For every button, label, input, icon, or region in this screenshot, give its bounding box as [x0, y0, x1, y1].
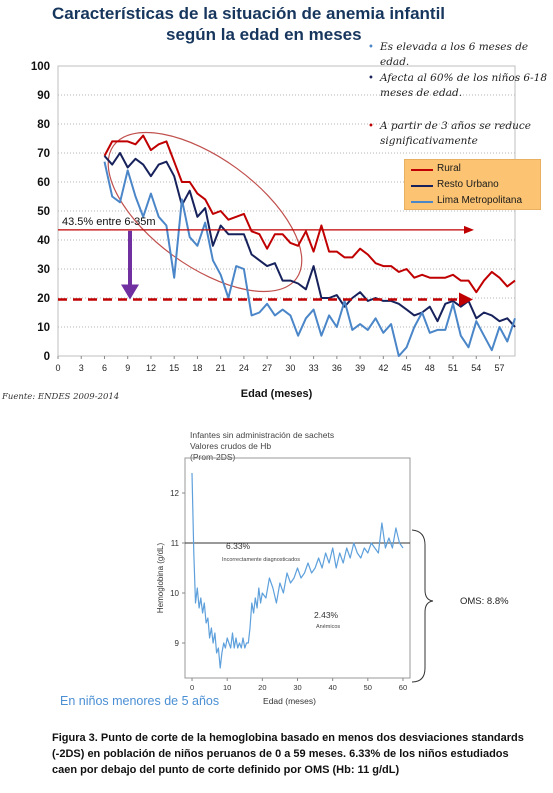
hb-x-tick-label: 10: [223, 683, 231, 692]
bullet-note-3: • A partir de 3 años se reduce significa…: [366, 119, 553, 149]
series-line-rural: [103, 134, 516, 294]
blue-note: En niños menores de 5 años: [60, 694, 220, 708]
legend-swatch-resto-urbano: [411, 185, 433, 187]
hb-y-tick-label: 11: [171, 539, 180, 548]
y-tick-label: 10: [37, 322, 50, 334]
hb-y-tick-label: 9: [175, 639, 180, 648]
hb-chart-header: Infantes sin administración de sachets V…: [190, 430, 334, 463]
legend-item-rural: Rural: [411, 162, 541, 176]
anemia-age-panel: Características de la situación de anemi…: [2, 4, 553, 402]
legend-label-lima: Lima Metropolitana: [437, 195, 523, 206]
oms-bracket-label: OMS: 8.8%: [460, 596, 509, 607]
x-tick-label: 30: [285, 363, 295, 373]
legend-item-lima: Lima Metropolitana: [411, 194, 541, 208]
annotation-2-43-sub: Anémicos: [316, 624, 340, 630]
bullet-dot-icon: •: [368, 42, 374, 53]
x-tick-label: 15: [169, 363, 179, 373]
hb-x-tick-label: 20: [258, 683, 266, 692]
legend-label-resto-urbano: Resto Urbano: [437, 179, 499, 190]
hb-x-tick-label: 40: [328, 683, 336, 692]
x-tick-label: 39: [355, 363, 365, 373]
x-tick-label: 54: [471, 363, 481, 373]
arrowhead-icon: [459, 292, 473, 307]
bullet-note-2: • Afecta al 60% de los niños 6-18 meses …: [366, 71, 553, 117]
x-tick-label: 0: [55, 363, 60, 373]
bullet-text-2: Afecta al 60% de los niños 6-18 meses de…: [380, 72, 548, 99]
y-tick-label: 30: [37, 264, 50, 276]
y-tick-label: 20: [37, 293, 50, 305]
hb-series-line: [191, 472, 404, 669]
x-tick-label: 45: [402, 363, 412, 373]
y-tick-label: 60: [37, 177, 50, 189]
x-tick-label: 27: [262, 363, 272, 373]
legend-swatch-rural: [411, 169, 433, 171]
hb-header-line-3: (Prom-2DS): [190, 452, 236, 462]
x-tick-label: 57: [495, 363, 505, 373]
y-tick-label: 90: [37, 90, 50, 102]
source-note: Fuente: ENDES 2009-2014: [2, 392, 120, 402]
hb-y-axis-title: Hemoglobina (g/dL): [156, 543, 165, 614]
x-tick-label: 36: [332, 363, 342, 373]
bullet-note-1: • Es elevada a los 6 meses de edad.: [366, 40, 553, 70]
bullet-text-1: Es elevada a los 6 meses de edad.: [380, 41, 529, 68]
series-line-lima-metropolitana: [103, 161, 516, 357]
y-tick-label: 100: [31, 61, 50, 73]
y-tick-label: 40: [37, 235, 50, 247]
x-tick-label: 12: [146, 363, 156, 373]
hb-header-line-1: Infantes sin administración de sachets: [190, 430, 335, 440]
x-tick-label: 21: [216, 363, 226, 373]
annotation-2-43: 2.43%: [314, 610, 339, 620]
x-tick-label: 48: [425, 363, 435, 373]
bullet-notes: • Es elevada a los 6 meses de edad. • Af…: [366, 40, 553, 149]
hb-y-tick-label: 10: [170, 589, 179, 598]
hb-x-tick-label: 60: [399, 683, 407, 692]
hb-header-line-2: Valores crudos de Hb: [190, 441, 272, 451]
down-arrow-icon: [121, 284, 139, 300]
arrowhead-icon: [464, 225, 474, 234]
x-tick-label: 24: [239, 363, 249, 373]
x-tick-label: 51: [448, 363, 458, 373]
bullet-text-3: A partir de 3 años se reduce significati…: [380, 120, 531, 147]
y-tick-label: 80: [37, 119, 50, 131]
hb-x-tick-label: 0: [190, 683, 194, 692]
highlight-ellipse: [107, 131, 303, 293]
hemoglobin-line-chart: 9 10 11 12 0 10 20 30 40 50 60 Edad (meses) Hemoglob…: [156, 457, 509, 706]
chart-legend: Rural Resto Urbano Lima Metropolitana: [404, 159, 541, 210]
y-tick-label: 70: [37, 148, 50, 160]
bullet-dot-icon: •: [368, 121, 374, 132]
x-tick-label: 33: [309, 363, 319, 373]
hb-x-axis-title: Edad (meses): [263, 696, 316, 706]
oms-bracket: [411, 529, 434, 683]
annotation-6-33: 6.33%: [226, 541, 251, 551]
annotation-6-33-sub: Incorrectamente diagnosticados: [222, 557, 300, 563]
legend-swatch-lima: [411, 201, 433, 203]
x-axis-title: Edad (meses): [241, 388, 313, 400]
hb-y-tick-label: 12: [170, 489, 179, 498]
x-tick-label: 9: [125, 363, 130, 373]
x-tick-label: 18: [192, 363, 202, 373]
x-tick-label: 3: [79, 363, 84, 373]
hemoglobin-panel: Infantes sin administración de sachets V…: [0, 410, 553, 793]
hb-x-tick-label: 30: [293, 683, 301, 692]
figure-caption: Figura 3. Punto de corte de la hemoglobi…: [52, 732, 524, 776]
x-tick-label: 6: [102, 363, 107, 373]
chart-title-line2: según la edad en meses: [166, 25, 362, 44]
chart-title-line1: Características de la situación de anemi…: [52, 4, 446, 23]
legend-item-resto-urbano: Resto Urbano: [411, 178, 541, 192]
y-tick-label: 0: [44, 351, 50, 363]
y-tick-label: 50: [37, 206, 50, 218]
x-tick-label: 42: [378, 363, 388, 373]
bullet-dot-icon: •: [368, 73, 374, 84]
legend-label-rural: Rural: [437, 163, 461, 174]
reference-label: 43.5% entre 6-35m: [62, 216, 156, 228]
series-line-resto-urbano: [103, 152, 516, 328]
hb-x-tick-label: 50: [364, 683, 372, 692]
